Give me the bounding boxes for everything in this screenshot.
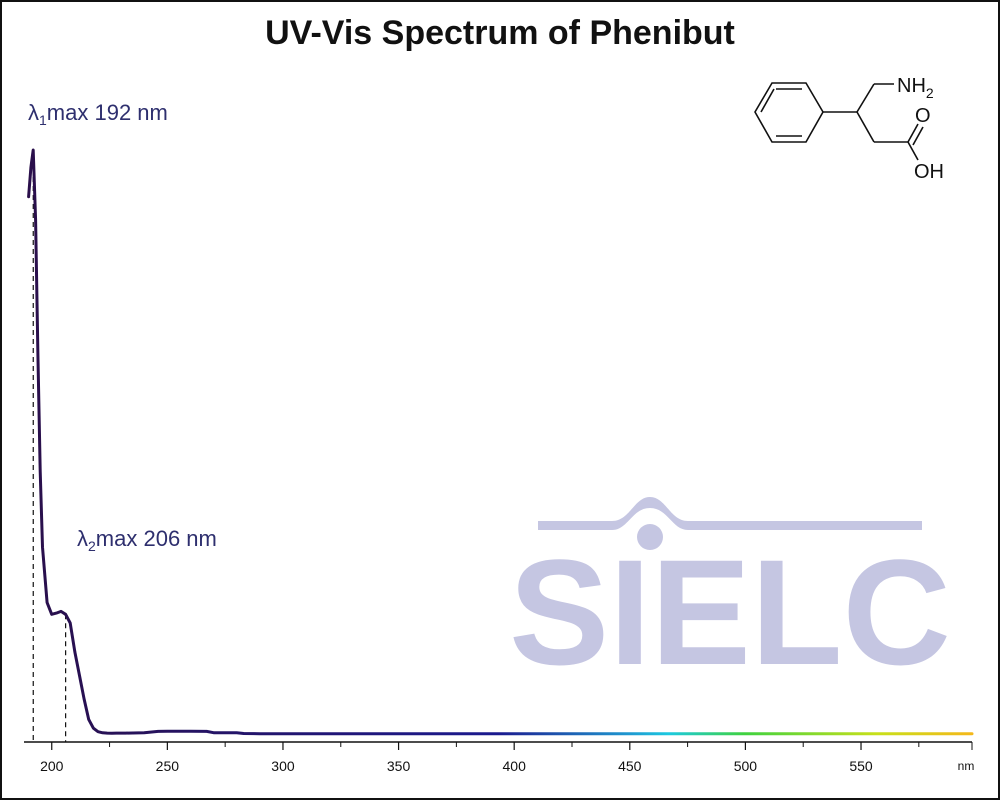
sielc-watermark-logo: SIELC [509,497,951,696]
x-axis-ticks: 200 250 300 350 400 450 500 550 [40,742,973,774]
x-axis-unit-label: nm [958,759,975,773]
x-tick-label: 200 [40,758,64,774]
hydroxyl-label: OH [914,161,944,183]
spectrum-curve [27,148,974,736]
x-tick-label: 250 [156,758,180,774]
watermark-wave [538,497,922,530]
x-tick-label: 300 [271,758,295,774]
x-tick-label: 400 [503,758,527,774]
watermark-dot [637,524,663,550]
peak-label: λ1max 192 nm [28,100,168,128]
peak-label: λ2max 206 nm [77,526,217,554]
peak-annotations: λ1max 192 nm λ2max 206 nm [28,100,217,742]
x-tick-label: 500 [734,758,758,774]
x-tick-label: 450 [618,758,642,774]
watermark-text: SIELC [509,528,951,696]
benzene-ring [754,82,824,143]
carbonyl-label: O [915,105,931,127]
chart-title: UV-Vis Spectrum of Phenibut [265,14,735,52]
molecule-structure-diagram [754,82,924,161]
x-tick-label: 550 [849,758,873,774]
x-tick-label: 350 [387,758,411,774]
amine-label: NH2 [897,75,934,101]
